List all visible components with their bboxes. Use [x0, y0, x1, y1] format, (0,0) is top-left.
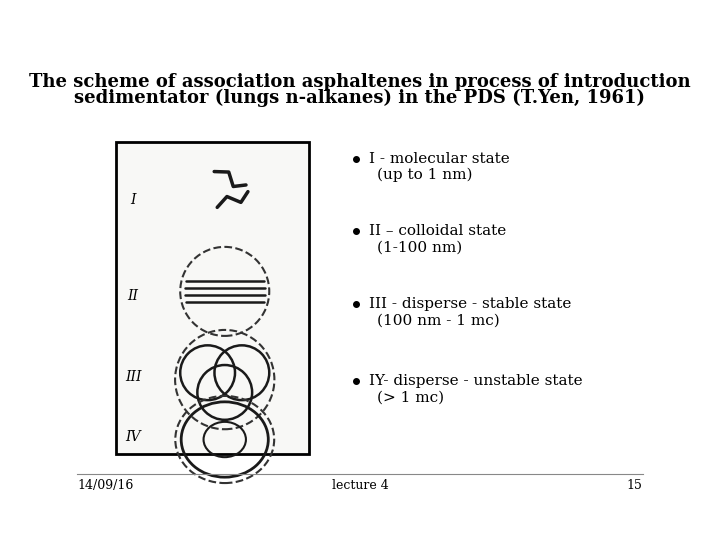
Text: I - molecular state: I - molecular state: [369, 152, 509, 166]
Text: (100 nm - 1 mc): (100 nm - 1 mc): [377, 314, 500, 327]
Text: (up to 1 nm): (up to 1 nm): [377, 168, 472, 182]
Text: II: II: [127, 289, 139, 303]
Text: IV: IV: [125, 430, 141, 444]
FancyBboxPatch shape: [116, 141, 309, 454]
Text: 15: 15: [626, 479, 642, 492]
Text: sedimentator (lungs n-alkanes) in the PDS (T.Yen, 1961): sedimentator (lungs n-alkanes) in the PD…: [74, 89, 646, 107]
Text: (> 1 mc): (> 1 mc): [377, 390, 444, 404]
Text: II – colloidal state: II – colloidal state: [369, 225, 506, 239]
Text: 14/09/16: 14/09/16: [78, 479, 134, 492]
Text: (1-100 nm): (1-100 nm): [377, 241, 462, 255]
Text: III - disperse - stable state: III - disperse - stable state: [369, 297, 571, 311]
Text: IY- disperse - unstable state: IY- disperse - unstable state: [369, 374, 582, 388]
Text: I: I: [130, 193, 136, 207]
Text: lecture 4: lecture 4: [332, 479, 388, 492]
Text: The scheme of association asphaltenes in process of introduction: The scheme of association asphaltenes in…: [30, 73, 690, 91]
Text: III: III: [125, 370, 141, 384]
